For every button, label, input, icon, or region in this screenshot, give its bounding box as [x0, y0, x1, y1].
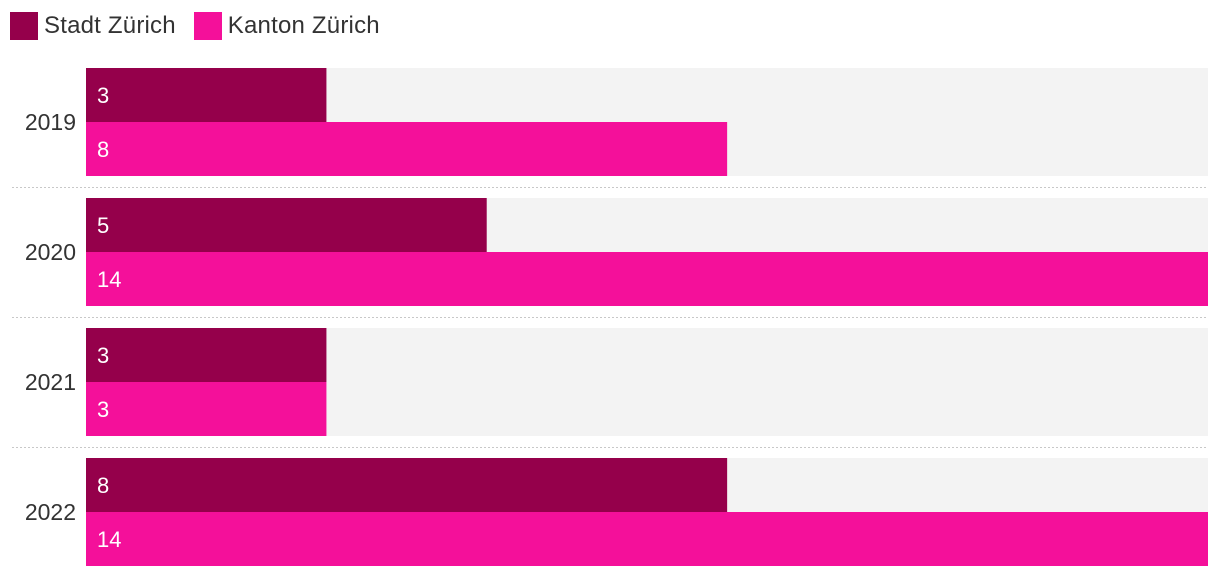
bar-kanton-2021[interactable] [86, 382, 327, 436]
legend-label-kanton: Kanton Zürich [227, 12, 380, 39]
legend-swatch-kanton [193, 12, 222, 40]
data-label: 5 [97, 213, 109, 238]
category-label: 2021 [25, 369, 76, 395]
data-label: 3 [97, 343, 109, 368]
bar-kanton-2022[interactable] [86, 512, 1208, 566]
data-label: 3 [97, 83, 109, 108]
data-label: 8 [97, 473, 109, 498]
legend: Stadt Zürich Kanton Zürich [10, 11, 398, 41]
bar-stadt-2022[interactable] [86, 458, 728, 512]
bar-stadt-2019[interactable] [86, 68, 327, 122]
data-label: 14 [97, 527, 121, 552]
bar-group-2020: 5 14 2020 [12, 198, 1208, 318]
category-label: 2019 [25, 109, 76, 135]
category-label: 2022 [25, 499, 76, 525]
bar-group-2021: 3 3 2021 [12, 328, 1208, 448]
legend-label-stadt: Stadt Zürich [44, 12, 176, 39]
bar-stadt-2020[interactable] [86, 198, 487, 252]
bar-stadt-2021[interactable] [86, 328, 327, 382]
legend-item-stadt[interactable]: Stadt Zürich [10, 12, 176, 40]
legend-swatch-stadt [10, 12, 38, 40]
legend-item-kanton[interactable]: Kanton Zürich [193, 12, 380, 40]
bar-kanton-2019[interactable] [86, 122, 728, 176]
data-label: 3 [97, 397, 109, 422]
bar-group-2019: 3 8 2019 [12, 68, 1208, 188]
data-label: 14 [97, 267, 121, 292]
bar-group-2022: 8 14 2022 [25, 458, 1208, 566]
category-label: 2020 [25, 239, 76, 265]
bar-kanton-2020[interactable] [86, 252, 1208, 306]
data-label: 8 [97, 137, 109, 162]
